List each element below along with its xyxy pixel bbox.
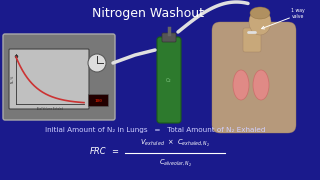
- Text: =: =: [111, 147, 118, 156]
- Ellipse shape: [250, 7, 270, 19]
- Text: 100: 100: [95, 98, 102, 102]
- Text: $C_{alveolar, N_2}$: $C_{alveolar, N_2}$: [159, 158, 191, 168]
- Text: FRC: FRC: [90, 147, 106, 156]
- FancyBboxPatch shape: [162, 33, 176, 42]
- Text: Nitrogen Washout: Nitrogen Washout: [92, 7, 204, 20]
- FancyBboxPatch shape: [9, 49, 89, 109]
- Text: Total Volume Exhaled: Total Volume Exhaled: [36, 107, 63, 111]
- FancyBboxPatch shape: [157, 37, 181, 123]
- Text: $V_{exhaled}$  ×  $C_{exhaled,N_2}$: $V_{exhaled}$ × $C_{exhaled,N_2}$: [140, 138, 210, 148]
- Text: N₂ %: N₂ %: [11, 75, 15, 83]
- FancyBboxPatch shape: [243, 28, 261, 52]
- Text: 1 way
valve: 1 way valve: [291, 8, 305, 19]
- Ellipse shape: [249, 9, 271, 35]
- Text: O₂: O₂: [166, 78, 172, 82]
- FancyBboxPatch shape: [3, 34, 115, 120]
- Text: Initial Amount of N₂ in Lungs   =   Total Amount of N₂ Exhaled: Initial Amount of N₂ in Lungs = Total Am…: [45, 127, 265, 133]
- Ellipse shape: [253, 70, 269, 100]
- Ellipse shape: [233, 70, 249, 100]
- FancyBboxPatch shape: [89, 94, 108, 107]
- FancyBboxPatch shape: [212, 22, 296, 133]
- Circle shape: [88, 54, 106, 72]
